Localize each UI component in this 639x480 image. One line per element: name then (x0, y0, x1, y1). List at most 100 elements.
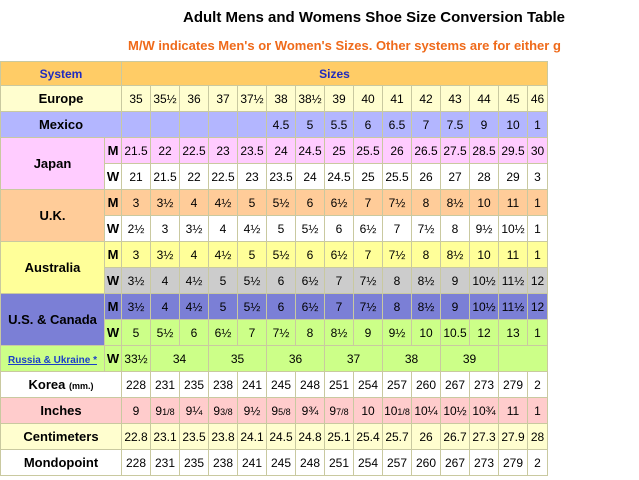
cell: 5½ (266, 189, 296, 216)
cell: 5 (266, 215, 296, 242)
korea-label: Korea (28, 377, 66, 392)
cell: 5½ (266, 241, 296, 268)
cell: 24 (295, 163, 325, 190)
cell (208, 111, 238, 138)
cell: 2 (527, 449, 548, 476)
cell: 13 (498, 319, 528, 346)
cell: 9 (440, 267, 470, 294)
cell: 241 (237, 371, 267, 398)
cell: 7½ (266, 319, 296, 346)
cell: 7½ (382, 241, 412, 268)
russia-ukraine-link-text[interactable]: Russia & Ukraine * (8, 354, 97, 366)
row-label-us-canada: U.S. & Canada (0, 293, 105, 346)
cell: 37 (324, 345, 383, 372)
cell: 21 (121, 163, 151, 190)
cell: 5.5 (324, 111, 354, 138)
cell: 28 (469, 163, 499, 190)
cell: 35½ (150, 85, 180, 112)
cell: 10½ (469, 267, 499, 294)
cell: 5½ (237, 267, 267, 294)
cell: 10 (469, 189, 499, 216)
cell: 22 (179, 163, 209, 190)
cell: 11 (498, 189, 528, 216)
cell (179, 111, 209, 138)
cell: 25.5 (353, 137, 383, 164)
table-row: U.K. M 3 3½ 4 4½ 5 5½ 6 6½ 7 7½ 8 8½ 10 … (0, 189, 548, 242)
cell: 10 (353, 397, 383, 424)
cell: 3½ (150, 241, 180, 268)
cell: 10¾ (469, 397, 499, 424)
cell: 7 (324, 267, 354, 294)
cell: 28.5 (469, 137, 499, 164)
cell: 25.1 (324, 423, 354, 450)
cell-fraction: 7/8 (336, 406, 349, 417)
cell: 24.8 (295, 423, 325, 450)
cell: 260 (411, 371, 441, 398)
mw-marker: W (104, 163, 122, 190)
cell: 45 (498, 85, 528, 112)
cell: 3 (121, 241, 151, 268)
mw-marker: M (104, 241, 122, 268)
table-row: Japan M 21.5 22 22.5 23 23.5 24 24.5 25 … (0, 137, 548, 190)
cell: 35 (208, 345, 267, 372)
cell: 30 (527, 137, 548, 164)
cell: 9½ (382, 319, 412, 346)
cell: 8 (411, 189, 441, 216)
cell: 7.5 (440, 111, 470, 138)
cell: 235 (179, 449, 209, 476)
cell: 22.5 (208, 163, 238, 190)
row-label-inches: Inches (0, 397, 122, 424)
header-system: System (0, 61, 122, 86)
cell: 39 (440, 345, 499, 372)
cell: 11½ (498, 293, 528, 320)
cell: 97/8 (324, 397, 354, 424)
cell: 238 (208, 371, 238, 398)
cell: 5 (208, 293, 238, 320)
row-label-uk: U.K. (0, 189, 105, 242)
cell-fraction: 1/8 (162, 406, 175, 417)
cell: 95/8 (266, 397, 296, 424)
size-conversion-table: System Sizes Europe 35 35½ 36 37 37½ 38 … (0, 61, 548, 476)
cell: 1 (527, 215, 548, 242)
cell: 37 (208, 85, 238, 112)
cell: 267 (440, 449, 470, 476)
cell-whole: 9 (271, 403, 279, 418)
cell: 5½ (237, 293, 267, 320)
cell: 8 (382, 293, 412, 320)
cell: 33½ (121, 345, 151, 372)
cell: 25 (324, 137, 354, 164)
cell: 29.5 (498, 137, 528, 164)
cell: 27.9 (498, 423, 528, 450)
cell-whole: 9 (213, 403, 221, 418)
cell: 22.5 (179, 137, 209, 164)
cell: 29 (498, 163, 528, 190)
cell: 8 (295, 319, 325, 346)
cell: 6½ (353, 215, 383, 242)
cell: 26 (382, 137, 412, 164)
cell: 27.5 (440, 137, 470, 164)
table-row: Korea (mm.) 228 231 235 238 241 245 248 … (0, 371, 548, 398)
cell: 39 (324, 85, 354, 112)
cell: 235 (179, 371, 209, 398)
cell: 12 (527, 293, 548, 320)
cell: 21.5 (150, 163, 180, 190)
cell: 228 (121, 449, 151, 476)
russia-ukraine-link[interactable]: Russia & Ukraine * (0, 345, 105, 372)
cell: 279 (498, 371, 528, 398)
cell: 24.1 (237, 423, 267, 450)
table-row: U.S. & Canada M 3½ 4 4½ 5 5½ 6 6½ 7 7½ 8… (0, 293, 548, 346)
table-row: Mexico 4.5 5 5.5 6 6.5 7 7.5 9 10 1 (0, 111, 548, 138)
cell: 5½ (295, 215, 325, 242)
cell: 245 (266, 449, 296, 476)
cell: 23.1 (150, 423, 180, 450)
cell: 10¼ (411, 397, 441, 424)
cell: 36 (266, 345, 325, 372)
cell: 254 (353, 449, 383, 476)
cell: 6.5 (382, 111, 412, 138)
row-label-mexico: Mexico (0, 111, 122, 138)
cell: 6 (353, 111, 383, 138)
cell: 7½ (353, 293, 383, 320)
cell: 4 (150, 293, 180, 320)
cell: 6½ (295, 293, 325, 320)
cell: 24.5 (324, 163, 354, 190)
